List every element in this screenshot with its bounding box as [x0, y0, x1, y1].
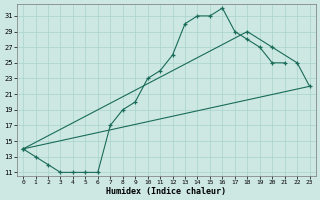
- X-axis label: Humidex (Indice chaleur): Humidex (Indice chaleur): [106, 187, 226, 196]
